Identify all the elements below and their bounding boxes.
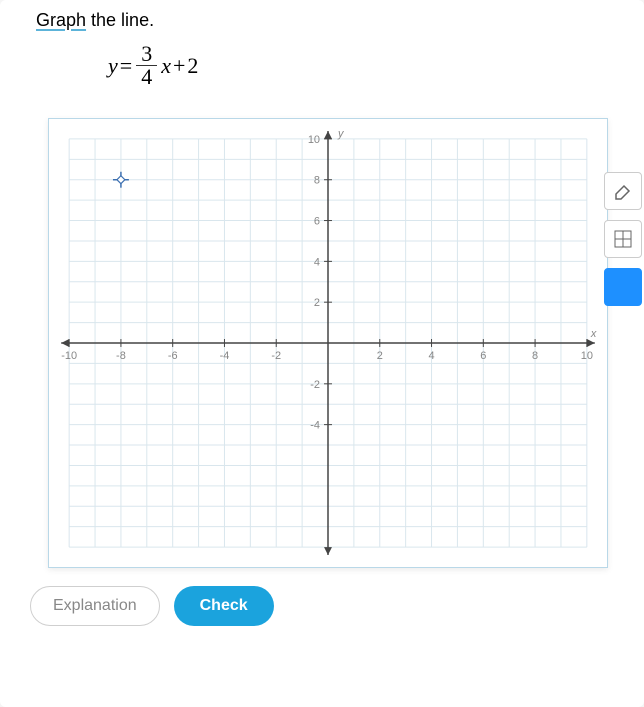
- graph-svg: 108642-2-4-10-8-6-4-2246810yx: [49, 119, 607, 567]
- check-button[interactable]: Check: [174, 586, 274, 626]
- svg-text:-4: -4: [220, 350, 230, 362]
- fill-icon: [612, 276, 634, 298]
- svg-text:2: 2: [377, 350, 383, 362]
- svg-text:10: 10: [581, 350, 593, 362]
- instruction-underline: Graph: [36, 10, 86, 30]
- svg-text:-10: -10: [61, 350, 77, 362]
- eq-lhs: y: [108, 53, 118, 79]
- eraser-icon: [612, 180, 634, 202]
- eq-plus: +: [173, 53, 185, 79]
- eq-denominator: 4: [136, 66, 157, 88]
- svg-text:-8: -8: [116, 350, 126, 362]
- svg-text:-2: -2: [271, 350, 281, 362]
- eq-equals: =: [120, 53, 132, 79]
- svg-text:4: 4: [314, 256, 320, 268]
- svg-text:8: 8: [532, 350, 538, 362]
- eq-fraction: 3 4: [136, 43, 157, 88]
- eq-const: 2: [187, 53, 198, 79]
- grid-icon: [612, 228, 634, 250]
- fill-tool-button[interactable]: [604, 268, 642, 306]
- svg-text:-4: -4: [310, 420, 320, 432]
- grid-tool-button[interactable]: [604, 220, 642, 258]
- bottom-bar: Explanation Check: [30, 586, 626, 626]
- svg-text:8: 8: [314, 175, 320, 187]
- svg-text:10: 10: [308, 134, 320, 146]
- svg-text:-2: -2: [310, 379, 320, 391]
- svg-text:4: 4: [428, 350, 434, 362]
- svg-text:2: 2: [314, 297, 320, 309]
- svg-text:6: 6: [314, 216, 320, 228]
- equation-text: y = 3 4 x + 2: [108, 43, 626, 88]
- coordinate-grid[interactable]: 108642-2-4-10-8-6-4-2246810yx: [48, 118, 608, 568]
- svg-text:6: 6: [480, 350, 486, 362]
- eq-numerator: 3: [136, 43, 157, 66]
- svg-text:x: x: [590, 328, 597, 340]
- instruction-rest: the line.: [86, 10, 154, 30]
- tool-palette: [604, 172, 644, 306]
- eq-var: x: [161, 53, 171, 79]
- instruction-text: Graph the line.: [36, 10, 626, 31]
- svg-text:-6: -6: [168, 350, 178, 362]
- eraser-tool-button[interactable]: [604, 172, 642, 210]
- explanation-button[interactable]: Explanation: [30, 586, 160, 626]
